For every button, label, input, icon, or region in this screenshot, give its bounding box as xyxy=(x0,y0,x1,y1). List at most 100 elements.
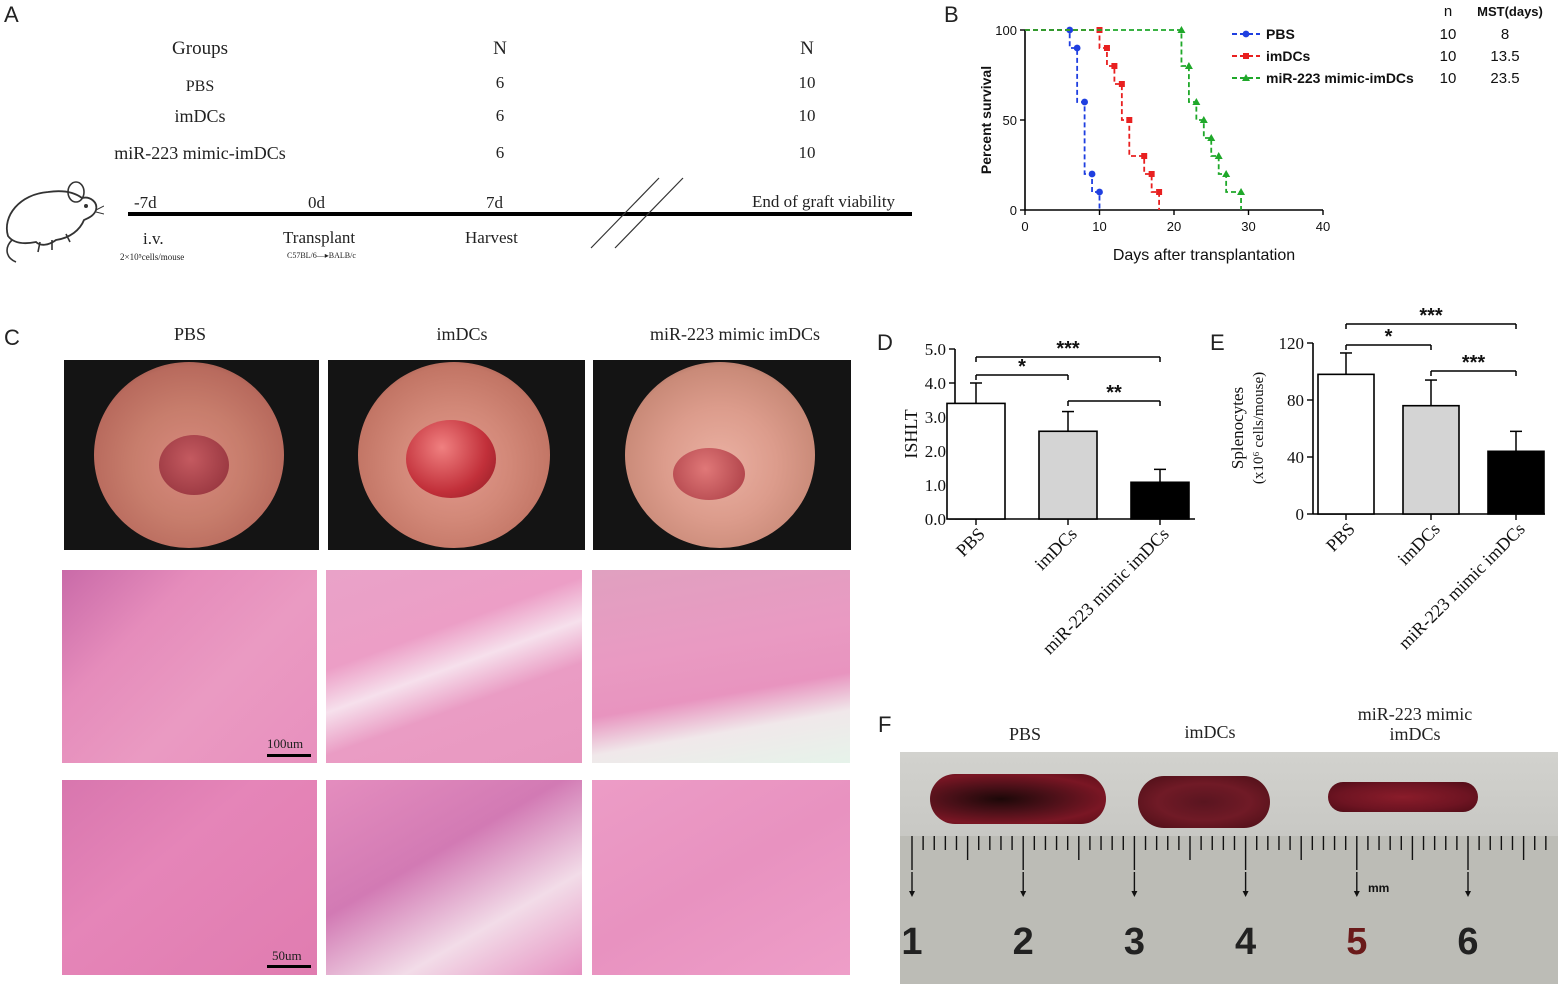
spleen-pbs xyxy=(930,774,1106,824)
ruler-number: 5 xyxy=(1346,921,1367,963)
n2-row-mir223: 10 xyxy=(798,143,816,162)
x-tick-label: 40 xyxy=(1316,219,1330,234)
n1-row-pbs: 6 xyxy=(495,73,505,92)
transplant-recipient: BALB/c xyxy=(328,251,356,260)
graft-photo-imdcs xyxy=(328,360,585,550)
iv-note: 2×10⁵cells/mouse xyxy=(120,252,185,262)
significance-label: *** xyxy=(1056,338,1080,360)
legend-label: PBS xyxy=(1266,26,1295,42)
significance-label: * xyxy=(1385,326,1393,348)
n-header-1: N xyxy=(493,38,507,59)
ruler-body xyxy=(900,836,1558,984)
y-tick-label: 40 xyxy=(1287,448,1304,467)
x-tick-label: 10 xyxy=(1092,219,1106,234)
scale-bar-100-label: 100um xyxy=(267,736,304,751)
scale-bar-50 xyxy=(267,965,311,968)
ruler-number: 2 xyxy=(1013,921,1034,963)
survival-point xyxy=(1184,62,1193,69)
bar xyxy=(1317,373,1375,515)
he-100x-mir223 xyxy=(592,570,850,763)
legend-marker xyxy=(1242,30,1250,38)
ruler-number: 4 xyxy=(1235,921,1256,963)
scale-bar-50-label: 50um xyxy=(272,948,302,963)
panel-label-a: A xyxy=(4,2,19,27)
panel-f-label-mir223: miR-223 mimic imDCs xyxy=(1330,704,1500,744)
ruler-unit: mm xyxy=(1368,881,1389,895)
survival-point xyxy=(1177,26,1186,33)
survival-point xyxy=(1088,170,1096,178)
timeline-axis xyxy=(128,212,912,216)
group-row-imdcs: imDCs xyxy=(174,106,226,126)
y-tick-label: 1.0 xyxy=(925,476,946,495)
graft-photo-mir223 xyxy=(593,360,851,550)
y-tick-label: 4.0 xyxy=(925,374,946,393)
he-400x-imdcs xyxy=(326,780,582,975)
timeline-point-7: 7d xyxy=(486,193,503,212)
ruler-number: 1 xyxy=(901,921,922,963)
ruler-pointer-head xyxy=(1131,891,1138,897)
survival-point xyxy=(1103,45,1110,51)
bar xyxy=(1402,404,1460,515)
bar xyxy=(1487,450,1545,515)
panel-c-title-imdcs: imDCs xyxy=(436,324,488,344)
spleen-imdcs xyxy=(1138,776,1270,828)
n1-row-mir223: 6 xyxy=(495,143,505,162)
survival-chart: 0 10 20 30 40 0 50 100 Days after transplantatio… xyxy=(978,3,1543,264)
survival-point xyxy=(1141,153,1148,159)
legend-n-header: n xyxy=(1444,3,1452,20)
panel-f-label-imdcs: imDCs xyxy=(1184,722,1236,742)
event-harvest: Harvest xyxy=(465,228,518,247)
survival-point xyxy=(1148,171,1155,177)
ruler-number: 3 xyxy=(1124,921,1145,963)
panel-f-label-pbs: PBS xyxy=(1008,724,1042,744)
he-400x-mir223 xyxy=(592,780,850,975)
y-axis-title: ISHLT xyxy=(901,409,921,458)
survival-point xyxy=(1111,63,1118,69)
survival-point xyxy=(1199,116,1208,123)
y-tick-label: 120 xyxy=(1279,334,1305,353)
y-tick-label: 100 xyxy=(995,23,1017,38)
ruler-pointer-head xyxy=(1353,891,1360,897)
panel-label-b: B xyxy=(944,2,959,27)
survival-point xyxy=(1156,189,1163,195)
transplant-donor: C57BL/6 xyxy=(287,251,317,260)
x-tick-label: 20 xyxy=(1167,219,1181,234)
y-tick-label: 50 xyxy=(1003,113,1017,128)
timeline-point-end: End of graft viability xyxy=(752,192,896,211)
bar xyxy=(946,402,1006,520)
legend-mst-value: 23.5 xyxy=(1490,70,1519,87)
panel-c-title-mir223: miR-223 mimic imDCs xyxy=(649,324,820,344)
x-axis-title: Days after transplantation xyxy=(1113,247,1295,264)
significance-label: * xyxy=(1018,356,1026,378)
x-tick-label: PBS xyxy=(952,524,989,561)
y-tick-label: 0 xyxy=(1296,505,1305,524)
significance-label: ** xyxy=(1106,382,1122,404)
x-tick-label: PBS xyxy=(1322,519,1359,556)
ruler-pointer-head xyxy=(1020,891,1027,897)
he-100x-imdcs xyxy=(326,570,582,763)
panel-label-e: E xyxy=(1210,330,1225,355)
panel-label-c: C xyxy=(4,325,20,350)
significance-label: *** xyxy=(1419,305,1443,327)
panel-c-title-pbs: PBS xyxy=(173,324,207,344)
panel-label-d: D xyxy=(877,330,893,355)
n2-row-imdcs: 10 xyxy=(798,106,816,125)
survival-point xyxy=(1118,81,1125,87)
ruler-pointer-head xyxy=(1465,891,1471,897)
legend-n-value: 10 xyxy=(1440,48,1457,65)
legend-n-value: 10 xyxy=(1440,70,1457,87)
y-axis-title: Percent survival xyxy=(978,66,994,174)
legend-marker xyxy=(1242,74,1250,81)
ruler-pointer-head xyxy=(909,891,915,897)
survival-series-line xyxy=(1025,29,1242,210)
ruler-pointer-head xyxy=(1242,891,1249,897)
survival-point xyxy=(1126,117,1133,123)
n-header-2: N xyxy=(800,38,814,59)
timeline-point-0: 0d xyxy=(308,193,325,212)
y-tick-label: 80 xyxy=(1287,391,1304,410)
transplant-arrow-icon: —▸ xyxy=(316,251,329,260)
he-100x-pbs: 100um xyxy=(62,570,317,763)
timeline-point-minus7: -7d xyxy=(134,193,157,212)
transplant-note: C57BL/6—▸BALB/c xyxy=(287,251,356,260)
